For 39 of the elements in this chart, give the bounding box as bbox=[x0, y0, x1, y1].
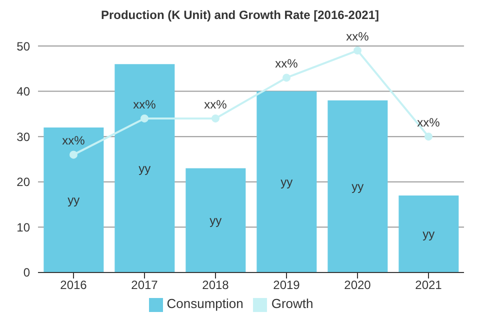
point bbox=[70, 150, 78, 159]
bar bbox=[44, 128, 104, 272]
x-tick-label: 2018 bbox=[202, 278, 230, 292]
bar bbox=[256, 91, 317, 272]
y-tick-label: 30 bbox=[16, 130, 30, 144]
point bbox=[282, 74, 290, 82]
data-label: xx% bbox=[62, 134, 86, 148]
point bbox=[140, 114, 148, 122]
y-tick-label: 40 bbox=[16, 84, 30, 99]
data-label: xx% bbox=[275, 56, 298, 71]
bar bbox=[398, 195, 459, 272]
y-tick-label: 10 bbox=[16, 220, 30, 234]
point bbox=[354, 46, 362, 55]
data-label: yy bbox=[422, 227, 435, 242]
legend-label: Growth bbox=[271, 296, 314, 312]
y-tick-label: 20 bbox=[16, 175, 30, 190]
data-label: yy bbox=[138, 162, 151, 176]
y-tick-label: 0 bbox=[23, 266, 30, 280]
data-label: yy bbox=[68, 193, 80, 208]
data-label: yy bbox=[352, 180, 364, 194]
chart-title: Production (K Unit) and Growth Rate [2016-2021] bbox=[100, 8, 380, 24]
data-label: xx% bbox=[204, 97, 228, 112]
data-label: yy bbox=[280, 175, 293, 190]
x-tick-label: 2017 bbox=[131, 278, 158, 292]
x-tick-label: 2021 bbox=[415, 278, 442, 292]
x-tick-label: 2020 bbox=[344, 278, 372, 292]
bar bbox=[186, 168, 246, 272]
data-label: yy bbox=[210, 214, 222, 228]
bar bbox=[328, 100, 388, 272]
y-tick-label: 50 bbox=[16, 39, 30, 54]
legend-label: Consumption bbox=[166, 296, 244, 312]
x-tick-label: 2016 bbox=[60, 278, 88, 292]
data-label: xx% bbox=[417, 116, 440, 130]
data-label: xx% bbox=[133, 97, 156, 112]
bar bbox=[114, 64, 175, 272]
point bbox=[424, 132, 432, 141]
data-label: xx% bbox=[346, 30, 370, 44]
point bbox=[212, 114, 220, 122]
x-tick-label: 2019 bbox=[273, 278, 300, 292]
